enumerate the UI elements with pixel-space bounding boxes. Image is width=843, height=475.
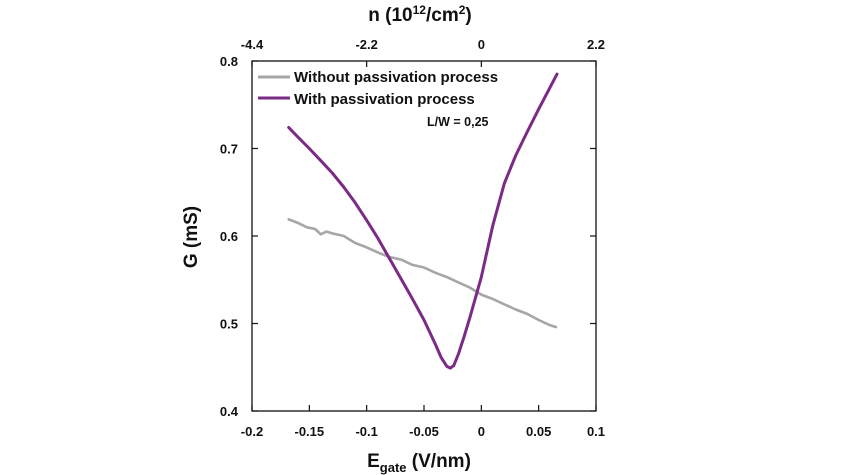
x-tick-label: 0.1 [587, 424, 605, 439]
legend-label-with: With passivation process [294, 91, 475, 108]
ratio-annotation: L/W = 0,25 [427, 115, 489, 129]
x-tick-label: -0.05 [409, 424, 439, 439]
x2-tick-label: -2.2 [355, 37, 377, 52]
y-tick-label: 0.5 [220, 317, 238, 332]
x-tick-label: 0.05 [526, 424, 551, 439]
x-tick-label: -0.15 [295, 424, 325, 439]
series-line-with-passivation [287, 72, 559, 370]
y-tick-label: 0.6 [220, 229, 238, 244]
legend-label-without: Without passivation process [294, 69, 498, 86]
legend: Without passivation process With passiva… [258, 69, 498, 108]
y-axis-title: G (mS) [181, 206, 202, 268]
x-tick-label: -0.2 [241, 424, 263, 439]
x2-axis-title: n (1012/cm2) [368, 3, 471, 26]
y-tick-label: 0.8 [220, 54, 238, 69]
plot-area-frame [251, 60, 597, 412]
x-axis-title: Egate (V/nm) [367, 451, 471, 475]
x-tick-label: 0 [478, 424, 485, 439]
x2-tick-label: 2.2 [587, 37, 605, 52]
series-line-without-passivation [287, 218, 558, 329]
y-tick-label: 0.7 [220, 142, 238, 157]
x-tick-label: -0.1 [355, 424, 377, 439]
x2-tick-label: 0 [478, 37, 485, 52]
y-tick-label: 0.4 [220, 404, 239, 419]
x2-tick-label: -4.4 [241, 37, 264, 52]
